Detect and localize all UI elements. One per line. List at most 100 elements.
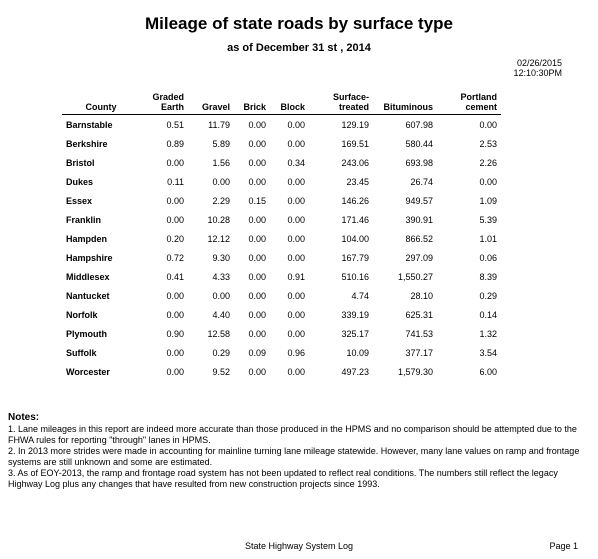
cell-portland: 2.26	[479, 157, 497, 168]
cell-gravel: 5.89	[212, 138, 230, 149]
cell-portland: 5.39	[479, 214, 497, 225]
cell-graded: 0.00	[166, 157, 184, 168]
col-surface-line1: Surface-	[332, 92, 369, 102]
cell-bituminous: 625.31	[405, 309, 433, 320]
col-graded-earth: Graded Earth	[140, 92, 188, 115]
cell-block: 0.00	[287, 233, 305, 244]
cell-brick: 0.00	[248, 328, 266, 339]
cell-gravel: 4.33	[212, 271, 230, 282]
cell-portland: 8.39	[479, 271, 497, 282]
cell-brick: 0.00	[248, 176, 266, 187]
report-title: Mileage of state roads by surface type	[145, 14, 453, 33]
col-brick: Brick	[234, 92, 270, 115]
cell-brick: 0.00	[248, 290, 266, 301]
table-row: Middlesex 0.41 4.33 0.00 0.91 510.16 1,550.27 8…	[62, 267, 501, 286]
cell-gravel: 9.30	[212, 252, 230, 263]
cell-gravel: 9.52	[212, 366, 230, 377]
report-timestamp: 02/26/2015 12:10:30PM	[513, 58, 562, 78]
table-row: Hampden 0.20 12.12 0.00 0.00 104.00 866.52 1.01	[62, 229, 501, 248]
cell-brick: 0.00	[248, 214, 266, 225]
cell-county: Barnstable	[66, 119, 113, 130]
cell-portland: 0.14	[479, 309, 497, 320]
cell-bituminous: 390.91	[405, 214, 433, 225]
cell-bituminous: 693.98	[405, 157, 433, 168]
cell-portland: 0.29	[479, 290, 497, 301]
cell-county: Berkshire	[66, 138, 108, 149]
cell-portland: 0.06	[479, 252, 497, 263]
cell-brick: 0.00	[248, 366, 266, 377]
cell-bituminous: 377.17	[405, 347, 433, 358]
cell-gravel: 0.29	[212, 347, 230, 358]
cell-brick: 0.00	[248, 271, 266, 282]
cell-surface: 169.51	[341, 138, 369, 149]
cell-portland: 6.00	[479, 366, 497, 377]
cell-county: Essex	[66, 195, 93, 206]
table-row: Norfolk 0.00 4.40 0.00 0.00 339.19 625.31 0.14	[62, 305, 501, 324]
cell-graded: 0.00	[166, 309, 184, 320]
cell-block: 0.00	[287, 176, 305, 187]
cell-county: Dukes	[66, 176, 94, 187]
col-surface-line2: treated	[338, 102, 369, 112]
cell-bituminous: 28.10	[410, 290, 433, 301]
cell-portland: 0.00	[479, 176, 497, 187]
cell-surface: 339.19	[341, 309, 369, 320]
cell-brick: 0.00	[248, 119, 266, 130]
table-body: Barnstable 0.51 11.79 0.00 0.00 129.19 607.98 0…	[62, 115, 501, 382]
cell-bituminous: 297.09	[405, 252, 433, 263]
table-row: Hampshire 0.72 9.30 0.00 0.00 167.79 297.09 0.0…	[62, 248, 501, 267]
cell-surface: 243.06	[341, 157, 369, 168]
cell-block: 0.96	[287, 347, 305, 358]
cell-brick: 0.00	[248, 138, 266, 149]
table-row: Dukes 0.11 0.00 0.00 0.00 23.45 26.74 0.00	[62, 172, 501, 191]
report-subtitle: as of December 31 st , 2014	[227, 42, 371, 54]
cell-bituminous: 1,550.27	[397, 271, 433, 282]
cell-county: Worcester	[66, 366, 110, 377]
cell-graded: 0.51	[166, 119, 184, 130]
cell-block: 0.00	[287, 195, 305, 206]
cell-surface: 167.79	[341, 252, 369, 263]
table-row: Barnstable 0.51 11.79 0.00 0.00 129.19 607.98 0…	[62, 115, 501, 135]
cell-portland: 0.00	[479, 119, 497, 130]
cell-gravel: 4.40	[212, 309, 230, 320]
cell-block: 0.00	[287, 138, 305, 149]
cell-gravel: 10.28	[207, 214, 230, 225]
col-gravel: Gravel	[188, 92, 234, 115]
cell-portland: 1.01	[479, 233, 497, 244]
table-row: Essex 0.00 2.29 0.15 0.00 146.26 949.57 1.09	[62, 191, 501, 210]
cell-graded: 0.90	[166, 328, 184, 339]
cell-gravel: 0.00	[212, 176, 230, 187]
notes-heading: Notes:	[8, 412, 40, 423]
cell-county: Franklin	[66, 214, 102, 225]
cell-graded: 0.41	[166, 271, 184, 282]
cell-portland: 1.09	[479, 195, 497, 206]
cell-gravel: 0.00	[212, 290, 230, 301]
col-surface-treated: Surface- treated	[309, 92, 373, 115]
col-portland-cement: Portland cement	[437, 92, 501, 115]
cell-surface: 10.09	[346, 347, 369, 358]
note-1: 1. Lane mileages in this report are inde…	[8, 424, 577, 445]
cell-county: Hampshire	[66, 252, 113, 263]
cell-graded: 0.89	[166, 138, 184, 149]
table-row: Franklin 0.00 10.28 0.00 0.00 171.46 390.91 5.3…	[62, 210, 501, 229]
cell-portland: 3.54	[479, 347, 497, 358]
cell-portland: 1.32	[479, 328, 497, 339]
cell-county: Middlesex	[66, 271, 110, 282]
cell-graded: 0.11	[167, 176, 184, 187]
cell-graded: 0.20	[166, 233, 184, 244]
table-row: Berkshire 0.89 5.89 0.00 0.00 169.51 580.44 2.5…	[62, 134, 501, 153]
cell-county: Bristol	[66, 157, 95, 168]
report-time: 12:10:30PM	[513, 68, 562, 78]
cell-brick: 0.00	[248, 309, 266, 320]
cell-block: 0.00	[287, 328, 305, 339]
report-date: 02/26/2015	[516, 58, 562, 68]
table-row: Bristol 0.00 1.56 0.00 0.34 243.06 693.98 2.26	[62, 153, 501, 172]
cell-portland: 2.53	[479, 138, 497, 149]
cell-gravel: 11.79	[208, 119, 230, 130]
cell-graded: 0.00	[166, 347, 184, 358]
cell-county: Hampden	[66, 233, 108, 244]
cell-block: 0.34	[287, 157, 305, 168]
cell-gravel: 2.29	[212, 195, 230, 206]
col-block: Block	[270, 92, 309, 115]
mileage-table: County Graded Earth Gravel Brick Block S…	[62, 92, 501, 381]
table-row: Nantucket 0.00 0.00 0.00 0.00 4.74 28.10 0.29	[62, 286, 501, 305]
